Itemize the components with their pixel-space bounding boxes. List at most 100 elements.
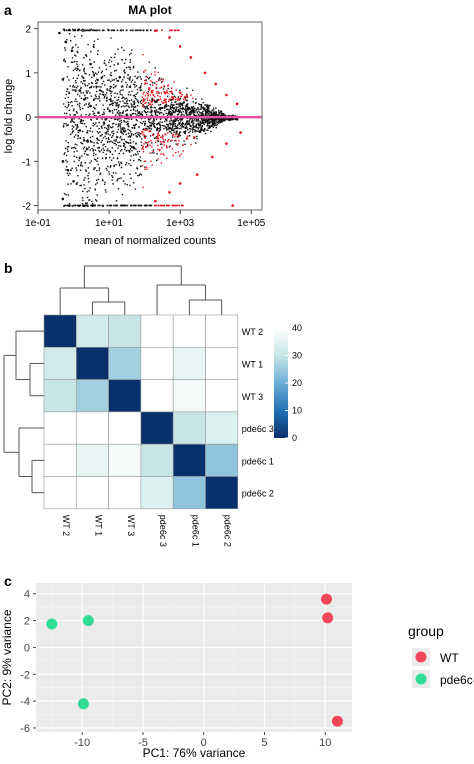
ma-point bbox=[112, 102, 115, 104]
ma-point bbox=[73, 160, 75, 163]
ma-point bbox=[92, 150, 95, 152]
ma-point bbox=[211, 109, 213, 111]
ma-point bbox=[88, 199, 90, 201]
ma-point bbox=[107, 125, 109, 127]
heatmap-cell bbox=[76, 346, 109, 380]
ma-point bbox=[150, 160, 152, 162]
ma-point bbox=[165, 98, 167, 101]
ma-point bbox=[112, 100, 114, 102]
ma-point bbox=[124, 143, 126, 145]
ma-point bbox=[75, 98, 77, 100]
ma-boundary-point bbox=[157, 204, 160, 207]
ma-point bbox=[114, 101, 116, 103]
ma-point bbox=[103, 183, 106, 186]
ma-point bbox=[143, 106, 145, 108]
ma-point bbox=[112, 132, 115, 135]
ma-point bbox=[145, 146, 148, 148]
ma-point bbox=[179, 89, 181, 91]
ma-point bbox=[105, 167, 108, 170]
ma-point bbox=[129, 184, 131, 187]
ma-point bbox=[134, 113, 137, 115]
pca-point bbox=[331, 715, 343, 727]
ma-point bbox=[115, 105, 117, 107]
ma-point bbox=[135, 172, 137, 174]
ma-point bbox=[63, 58, 65, 60]
pca-y-tick-label: -6 bbox=[20, 723, 30, 735]
ma-point bbox=[142, 53, 144, 56]
ma-point bbox=[134, 97, 137, 100]
ma-point bbox=[178, 133, 180, 135]
ma-point bbox=[189, 128, 192, 130]
ma-point bbox=[220, 110, 222, 112]
ma-point bbox=[134, 124, 136, 126]
ma-point bbox=[86, 92, 88, 94]
ma-point bbox=[110, 37, 112, 39]
ma-point bbox=[93, 168, 95, 171]
ma-point bbox=[208, 105, 211, 107]
ma-point bbox=[169, 107, 172, 110]
ma-point bbox=[83, 184, 85, 186]
ma-point bbox=[122, 89, 124, 91]
ma-point bbox=[124, 105, 126, 108]
ma-data-point bbox=[78, 129, 82, 132]
ma-point bbox=[103, 124, 105, 126]
ma-point bbox=[87, 174, 89, 177]
ma-point bbox=[133, 127, 136, 129]
ma-point bbox=[146, 99, 149, 101]
ma-point bbox=[115, 77, 117, 80]
ma-point bbox=[126, 102, 129, 105]
ma-point bbox=[151, 106, 153, 109]
ma-point bbox=[185, 122, 187, 125]
ma-point bbox=[86, 196, 89, 199]
ma-point bbox=[181, 108, 183, 111]
ma-point bbox=[159, 87, 161, 89]
ma-point bbox=[113, 83, 115, 86]
ma-point bbox=[64, 97, 67, 100]
ma-point bbox=[114, 86, 116, 88]
ma-point bbox=[144, 106, 146, 108]
ma-point bbox=[83, 104, 86, 106]
ma-point bbox=[74, 54, 76, 56]
ma-title: MA plot bbox=[128, 3, 172, 17]
ma-data-point bbox=[178, 182, 182, 185]
ma-point bbox=[133, 65, 135, 68]
ma-point bbox=[167, 105, 169, 107]
ma-point bbox=[171, 129, 174, 132]
heatmap-cell bbox=[43, 379, 77, 413]
ma-point bbox=[165, 106, 167, 108]
ma-point bbox=[117, 63, 119, 65]
ma-point bbox=[207, 110, 210, 113]
ma-point bbox=[148, 89, 151, 91]
ma-point bbox=[126, 84, 128, 86]
ma-boundary-point bbox=[125, 29, 128, 32]
ma-point bbox=[158, 149, 161, 152]
ma-point bbox=[195, 120, 198, 122]
legend-symbol bbox=[415, 673, 427, 685]
ma-boundary-point bbox=[107, 29, 110, 32]
ma-point bbox=[198, 110, 200, 112]
ma-point bbox=[167, 87, 169, 90]
ma-point bbox=[170, 114, 172, 117]
ma-point bbox=[108, 128, 110, 130]
ma-point bbox=[206, 120, 209, 123]
ma-point bbox=[190, 106, 192, 108]
ma-point bbox=[220, 114, 222, 117]
ma-point bbox=[64, 105, 66, 108]
ma-point bbox=[110, 136, 113, 139]
ma-point bbox=[201, 98, 203, 100]
ma-point bbox=[152, 94, 155, 97]
ma-point bbox=[129, 159, 132, 161]
ma-point bbox=[113, 139, 115, 142]
ma-point bbox=[166, 157, 168, 159]
ma-point bbox=[129, 148, 132, 150]
ma-point bbox=[159, 118, 162, 121]
ma-point bbox=[182, 150, 184, 152]
ma-point bbox=[74, 114, 76, 116]
ma-point bbox=[76, 63, 78, 65]
ma-point bbox=[110, 165, 112, 167]
ma-point bbox=[184, 123, 186, 125]
ma-point bbox=[122, 100, 124, 102]
panel-label-b: b bbox=[4, 260, 13, 276]
ma-point bbox=[169, 98, 171, 101]
ma-boundary-point bbox=[166, 204, 168, 207]
